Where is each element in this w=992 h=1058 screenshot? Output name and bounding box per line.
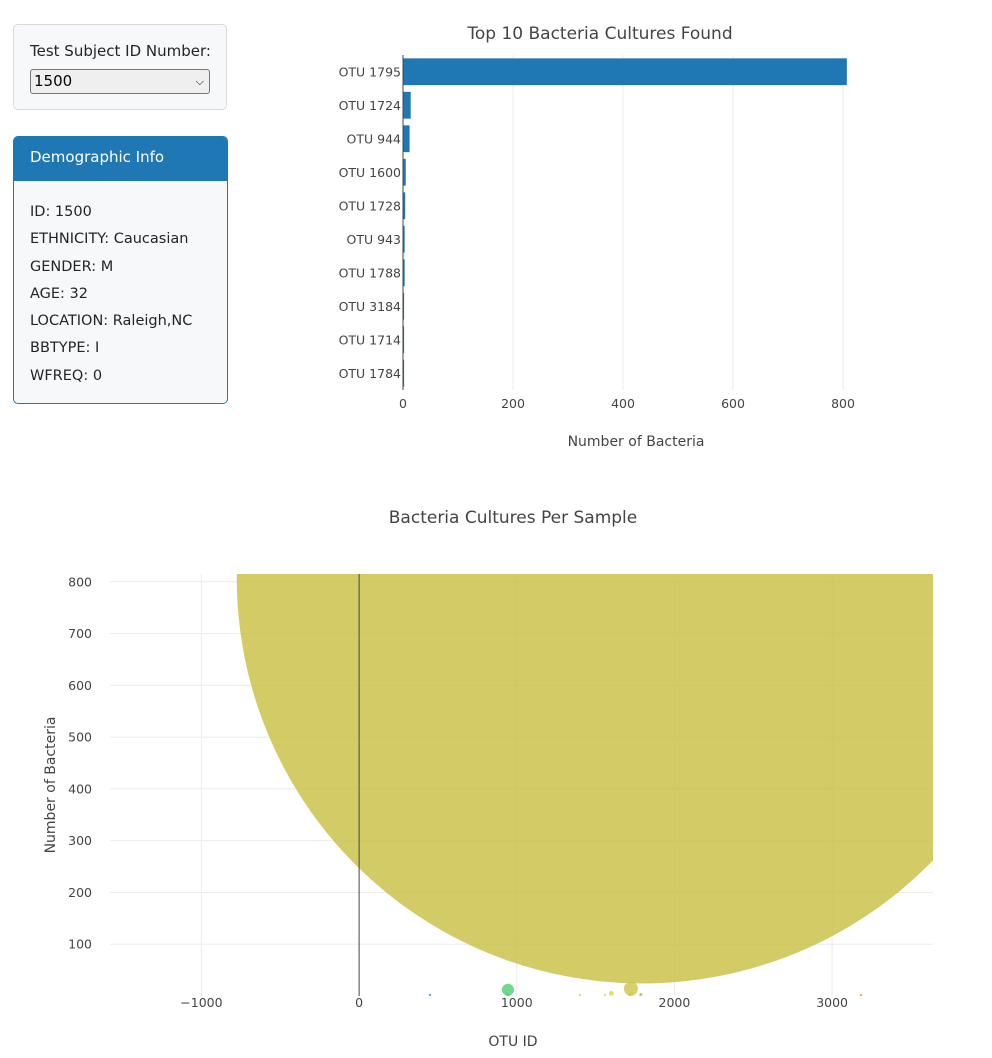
chevron-down-icon: ⌵ bbox=[195, 75, 204, 88]
bar-category-label: OTU 3184 bbox=[339, 299, 401, 314]
bubble-x-tick-label: 0 bbox=[355, 995, 363, 1010]
bar-category-label: OTU 1600 bbox=[339, 165, 401, 180]
bubble-y-tick-label: 800 bbox=[68, 574, 92, 589]
bar-chart-grid bbox=[512, 55, 844, 390]
bubble-point bbox=[628, 993, 631, 996]
bar bbox=[403, 225, 405, 253]
bar-category-label: OTU 944 bbox=[347, 131, 402, 146]
bubble-point bbox=[623, 981, 638, 996]
demographic-info-body: ID: 1500 ETHNICITY: Caucasian GENDER: M … bbox=[14, 181, 227, 390]
bar bbox=[403, 91, 411, 119]
demographic-age: AGE: 32 bbox=[30, 285, 89, 302]
bubble-chart-x-axis-label: OTU ID bbox=[488, 1034, 537, 1050]
bar bbox=[403, 125, 410, 153]
bubble-chart-title: Bacteria Cultures Per Sample bbox=[389, 508, 637, 528]
selector-label: Test Subject ID Number: bbox=[30, 42, 211, 60]
bubble-point bbox=[501, 983, 514, 996]
bubble-y-tick-label: 500 bbox=[68, 730, 92, 745]
bar-x-tick-label: 800 bbox=[831, 396, 855, 411]
bar-category-label: OTU 1714 bbox=[339, 332, 401, 347]
bar-chart-category-labels: OTU 1795 OTU 1724 OTU 944 OTU 1600 OTU 1728 O… bbox=[339, 64, 401, 381]
bar-chart-x-ticks: 0 200 400 600 800 bbox=[399, 396, 855, 411]
bubble-point bbox=[428, 993, 432, 996]
bubble-point bbox=[506, 992, 510, 996]
top10-bar-chart: OTU 1795 OTU 1724 OTU 944 OTU 1600 OTU 1728 O… bbox=[339, 24, 855, 450]
bar-x-tick-label: 600 bbox=[721, 396, 745, 411]
demographic-bbtype: BBTYPE: I bbox=[30, 340, 100, 357]
bar-category-label: OTU 1795 bbox=[339, 64, 401, 79]
subject-id-dropdown[interactable]: 1500 ⌵ bbox=[30, 69, 210, 94]
bar-category-label: OTU 1724 bbox=[339, 98, 401, 113]
subject-id-selected-value: 1500 bbox=[34, 72, 73, 90]
bubble-chart-y-axis-label: Number of Bacteria bbox=[43, 717, 59, 854]
demographic-info-header: Demographic Info bbox=[14, 137, 227, 181]
bubble-y-tick-label: 700 bbox=[68, 626, 92, 641]
demographic-location: LOCATION: Raleigh,NC bbox=[30, 313, 193, 330]
bubble-point bbox=[859, 993, 863, 996]
bubble-y-tick-label: 400 bbox=[68, 781, 92, 796]
bubble-chart-y-ticks: 100 200 300 400 500 600 700 800 bbox=[68, 574, 92, 951]
bar-x-tick-label: 400 bbox=[611, 396, 635, 411]
bar bbox=[403, 58, 847, 86]
demographic-gender: GENDER: M bbox=[30, 258, 114, 275]
bar bbox=[403, 192, 406, 220]
bubble-point bbox=[639, 993, 642, 996]
bubble-y-tick-label: 200 bbox=[68, 885, 92, 900]
bubble-x-tick-label: 2000 bbox=[659, 995, 691, 1010]
bar-chart-title: Top 10 Bacteria Cultures Found bbox=[466, 24, 732, 44]
bar bbox=[403, 326, 405, 354]
bubble-chart-grid bbox=[110, 574, 933, 996]
bar bbox=[403, 158, 406, 186]
bubble-y-tick-label: 100 bbox=[68, 937, 92, 952]
bubble-point bbox=[603, 993, 607, 996]
demographic-wfreq: WFREQ: 0 bbox=[30, 367, 103, 384]
bar-x-tick-label: 200 bbox=[501, 396, 525, 411]
bar bbox=[403, 359, 405, 387]
bar-category-label: OTU 943 bbox=[347, 232, 401, 247]
bar-chart-x-axis-label: Number of Bacteria bbox=[568, 434, 705, 450]
subject-selector-card: Test Subject ID Number: 1500 ⌵ bbox=[13, 24, 227, 110]
bar bbox=[403, 292, 405, 320]
bubble-point bbox=[629, 991, 634, 996]
bubble-point bbox=[639, 992, 643, 996]
bubble-x-tick-label: 3000 bbox=[816, 995, 848, 1010]
bar-category-label: OTU 1788 bbox=[339, 265, 401, 280]
bar-category-label: OTU 1728 bbox=[339, 198, 401, 213]
bubble-chart-x-ticks: −1000 0 1000 2000 3000 bbox=[180, 995, 848, 1010]
bubble-x-tick-label: −1000 bbox=[180, 995, 222, 1010]
bubble-y-tick-label: 600 bbox=[68, 678, 92, 693]
bubble-point bbox=[608, 990, 614, 996]
bar bbox=[403, 259, 405, 287]
demographic-info-card: Demographic Info ID: 1500 ETHNICITY: Cau… bbox=[13, 136, 228, 404]
bubble-x-tick-label: 1000 bbox=[501, 995, 533, 1010]
bubble-y-tick-label: 300 bbox=[68, 833, 92, 848]
demographic-ethnicity: ETHNICITY: Caucasian bbox=[30, 231, 189, 248]
bubble-point bbox=[578, 993, 582, 996]
bar-chart-bars bbox=[402, 55, 847, 390]
bar-category-label: OTU 1784 bbox=[339, 366, 401, 381]
bar-x-tick-label: 0 bbox=[399, 396, 407, 411]
demographic-id: ID: 1500 bbox=[30, 204, 92, 220]
